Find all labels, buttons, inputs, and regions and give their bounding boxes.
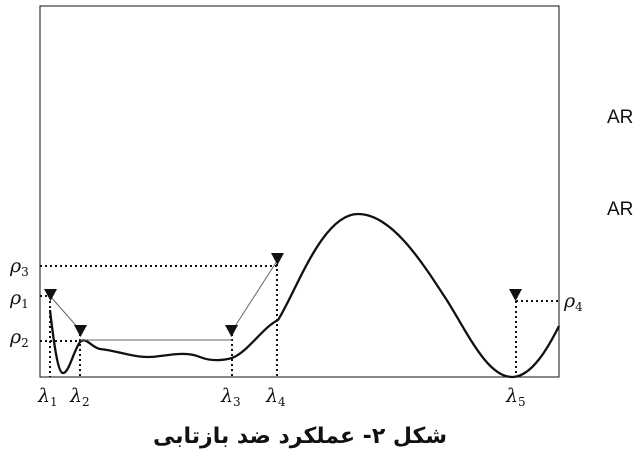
side-label-ar-bottom: AR [607,199,633,220]
marker-lambda1 [44,289,57,301]
lambda1-label: λ1 [37,385,58,409]
marker-lambda3 [225,325,238,337]
lambda3-label: λ3 [220,385,241,409]
connector-1-2 [49,295,81,331]
rho2-label: ρ2 [9,326,29,350]
marker-lambda4 [271,253,284,265]
rho1-label: ρ1 [9,287,29,311]
lambda5-label: λ5 [505,385,526,409]
rho3-label: ρ3 [9,255,29,279]
plot-frame [39,5,560,378]
figure-caption: شکل ۲- عملکرد ضد بازتابی [153,424,447,449]
marker-lambda2 [74,325,87,337]
reflectance-curve [48,212,561,379]
rho4-label: ρ4 [563,290,583,314]
lambda2-label: λ2 [69,385,90,409]
connector-3-4 [231,260,278,332]
marker-lambda5 [509,289,522,301]
side-label-ar-top: AR [607,107,633,128]
lambda4-label: λ4 [265,385,286,409]
